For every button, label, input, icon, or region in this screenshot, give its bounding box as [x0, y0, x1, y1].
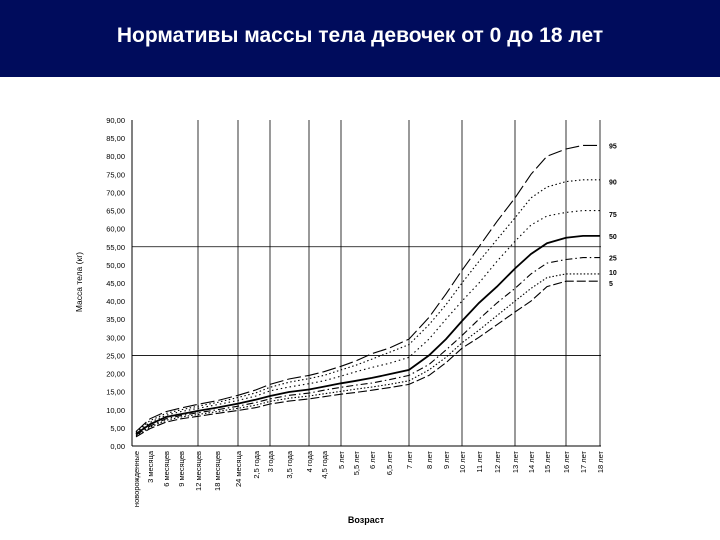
y-tick-label: 0,00: [110, 442, 125, 451]
series-label-p75: 75: [609, 212, 617, 219]
y-tick-label: 5,00: [110, 424, 125, 433]
x-tick-label: 17 лет: [579, 450, 588, 473]
y-tick-label: 80,00: [106, 152, 125, 161]
y-tick-label: 30,00: [106, 333, 125, 342]
x-tick-label: 3 месяца: [146, 450, 155, 483]
weight-percentile-chart: 0,00 5,00 10,00 15,00 20,00 25,00 30,00 35,00 40…: [74, 116, 617, 525]
series-label-p10: 10: [609, 270, 617, 277]
y-tick-label: 90,00: [106, 116, 125, 125]
y-tick-label: 50,00: [106, 261, 125, 270]
x-tick-label: 14 лет: [527, 450, 536, 473]
x-tick-label: 12 лет: [493, 450, 502, 473]
x-tick-label: 18 месяцев: [213, 451, 222, 491]
series-line-p25: [135, 257, 600, 436]
x-tick-label: 4 года: [305, 450, 314, 472]
slide-title: Нормативы массы тела девочек от 0 до 18 …: [116, 24, 604, 47]
x-tick-label: 12 месяцев: [194, 451, 203, 491]
series-line-p90: [135, 179, 600, 433]
y-tick-label: 40,00: [106, 297, 125, 306]
y-tick-label: 55,00: [106, 243, 125, 252]
y-tick-label: 45,00: [106, 279, 125, 288]
series-line-p75: [135, 210, 600, 434]
x-tick-label: 3 года: [266, 450, 275, 472]
x-tick-label: 18 лет: [596, 450, 605, 473]
series-line-p10: [135, 273, 600, 437]
percentile-labels: 95 90 75 50 25 10 5: [609, 143, 617, 288]
chart-series: [135, 144, 600, 438]
y-tick-label: 60,00: [106, 225, 125, 234]
x-tick-label: 8 лет: [425, 450, 434, 469]
x-tick-label: новорожденные: [132, 451, 141, 507]
x-tick-label: 24 месяца: [234, 450, 243, 487]
y-axis-label: Масса тела (кг): [74, 252, 84, 312]
series-line-p5: [135, 280, 600, 438]
series-label-p90: 90: [609, 180, 617, 187]
x-axis-label: Возраст: [348, 515, 385, 525]
x-tick-label: 3,5 года: [285, 450, 294, 478]
y-tick-label: 10,00: [106, 406, 125, 415]
x-tick-label: 5 лет: [337, 450, 346, 469]
x-tick-label: 4,5 года: [320, 450, 329, 478]
x-tick-label: 6 лет: [368, 450, 377, 469]
x-tick-label: 7 лет: [405, 450, 414, 469]
x-tick-label: 6,5 лет: [385, 450, 394, 475]
x-tick-label: 10 лет: [458, 450, 467, 473]
y-axis-ticks: 0,00 5,00 10,00 15,00 20,00 25,00 30,00 35,00 40…: [106, 116, 125, 451]
x-tick-label: 16 лет: [562, 450, 571, 473]
x-tick-label: 15 лет: [543, 450, 552, 473]
x-tick-label: 6 месяцев: [162, 451, 171, 487]
chart-grid: [131, 120, 601, 447]
series-line-p95: [135, 144, 600, 432]
x-tick-label: 13 лет: [511, 450, 520, 473]
series-line-p50: [135, 234, 600, 435]
y-tick-label: 25,00: [106, 351, 125, 360]
y-tick-label: 65,00: [106, 207, 125, 216]
y-tick-label: 75,00: [106, 170, 125, 179]
x-tick-label: 2,5 года: [252, 450, 261, 478]
x-tick-label: 11 лет: [475, 450, 484, 472]
y-tick-label: 15,00: [106, 388, 125, 397]
y-tick-label: 35,00: [106, 315, 125, 324]
series-label-p50: 50: [609, 234, 617, 241]
y-tick-label: 85,00: [106, 134, 125, 143]
series-label-p25: 25: [609, 256, 617, 263]
y-tick-label: 70,00: [106, 188, 125, 197]
x-tick-label: 9 месяцев: [177, 451, 186, 487]
x-axis-ticks: новорожденные 3 месяца 6 месяцев 9 месяцев 1…: [132, 450, 605, 507]
slide-header: Нормативы массы тела девочек от 0 до 18 …: [0, 0, 720, 77]
x-tick-label: 5,5 лет: [352, 450, 361, 475]
series-label-p5: 5: [609, 281, 613, 288]
y-tick-label: 20,00: [106, 370, 125, 379]
x-tick-label: 9 лет: [442, 450, 451, 469]
series-label-p95: 95: [609, 143, 617, 150]
